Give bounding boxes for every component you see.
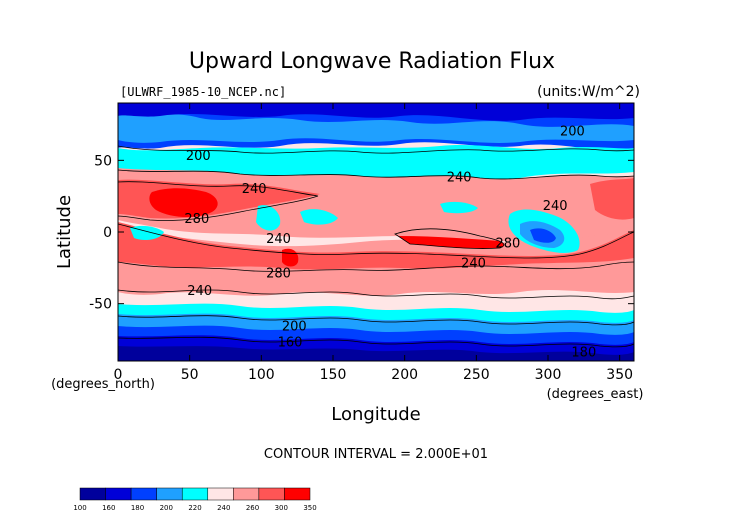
chart-title: Upward Longwave Radiation Flux	[189, 49, 555, 74]
colorbar-swatch-4	[181, 487, 209, 501]
x-tick-label: 250	[463, 367, 490, 383]
contour-line-280-tropical	[118, 223, 634, 259]
x-tick-label: 350	[606, 367, 633, 383]
units-label: (units:W/m^2)	[537, 84, 640, 100]
colorbar-swatch-7	[258, 487, 285, 501]
contour-line-300-pacific	[394, 228, 505, 249]
band-arctic-200	[118, 112, 634, 143]
band-arctic-160	[118, 103, 634, 121]
contour-label: 240	[543, 199, 568, 214]
x-unit-label: (degrees_east)	[547, 387, 644, 402]
x-tick-label: 200	[391, 367, 418, 383]
contour-line-260-south	[118, 261, 634, 272]
contour-interval-text: CONTOUR INTERVAL = 2.000E+01	[264, 447, 488, 462]
colorbar-level-label: 200	[160, 504, 173, 512]
cold-pocket-indonesia-180	[530, 228, 556, 243]
colorbar-swatch-3	[156, 487, 183, 501]
y-tick-label: 50	[94, 153, 112, 169]
cold-pocket-pacific	[440, 201, 478, 214]
contour-line-280-north	[118, 181, 319, 221]
colorbar: 100 160 180 200 220 240 260 300 350	[73, 487, 317, 512]
x-axis: 0 50 100 150 200 250 300 350	[114, 103, 633, 383]
contour-label: 240	[187, 284, 212, 299]
cold-pocket-africa	[256, 205, 281, 231]
contour-label: 280	[266, 267, 291, 282]
colorbar-level-label: 240	[217, 504, 230, 512]
y-tick-label: 0	[103, 225, 112, 241]
contour-line-200-south	[118, 315, 634, 326]
colorbar-level-label: 260	[246, 504, 259, 512]
contour-label: 200	[186, 149, 211, 164]
y-axis-label: Latitude	[54, 195, 75, 269]
colorbar-swatch-1	[105, 487, 132, 501]
contour-label: 240	[461, 257, 486, 272]
colorbar-swatch-6	[233, 487, 260, 501]
contour-label: 200	[560, 125, 585, 140]
contour-label: 180	[571, 345, 596, 360]
hot-spot-sahara	[149, 188, 218, 218]
contour-label: 240	[447, 171, 472, 186]
colorbar-swatch-8	[284, 487, 311, 501]
colorbar-level-label: 220	[188, 504, 201, 512]
x-tick-label: 100	[248, 367, 275, 383]
contour-label: 200	[282, 320, 307, 335]
y-axis: -50 0 50	[89, 153, 634, 313]
cold-pocket-india	[300, 209, 338, 225]
contour-label: 240	[242, 182, 267, 197]
contour-line-240-south	[118, 289, 634, 300]
colorbar-level-label: 350	[303, 504, 316, 512]
contour-label: 160	[278, 335, 303, 350]
x-tick-label: 50	[181, 367, 199, 383]
y-unit-label: (degrees_north)	[51, 377, 155, 392]
file-name-label: [ULWRF_1985-10_NCEP.nc]	[120, 85, 286, 99]
x-axis-label: Longitude	[331, 404, 421, 425]
colorbar-swatch-5	[207, 487, 234, 501]
contour-label: 280	[184, 212, 209, 227]
contour-label: 280	[495, 236, 520, 251]
x-tick-label: 300	[535, 367, 562, 383]
colorbar-level-label: 300	[275, 504, 288, 512]
band-north-east-280	[590, 178, 634, 220]
contour-label: 240	[266, 232, 291, 247]
x-tick-label: 0	[114, 367, 123, 383]
colorbar-level-label: 100	[73, 504, 86, 512]
colorbar-level-label: 180	[131, 504, 144, 512]
colorbar-level-label: 160	[102, 504, 115, 512]
x-tick-label: 150	[320, 367, 347, 383]
colorbar-swatch-0	[79, 487, 106, 501]
contour-line-160-south	[118, 336, 634, 348]
y-tick-label: -50	[89, 297, 112, 313]
contour-line-200-north	[118, 145, 634, 154]
colorbar-swatch-2	[130, 487, 157, 501]
contour-line-240-north	[118, 169, 634, 180]
band-antarctic-100	[118, 346, 634, 361]
